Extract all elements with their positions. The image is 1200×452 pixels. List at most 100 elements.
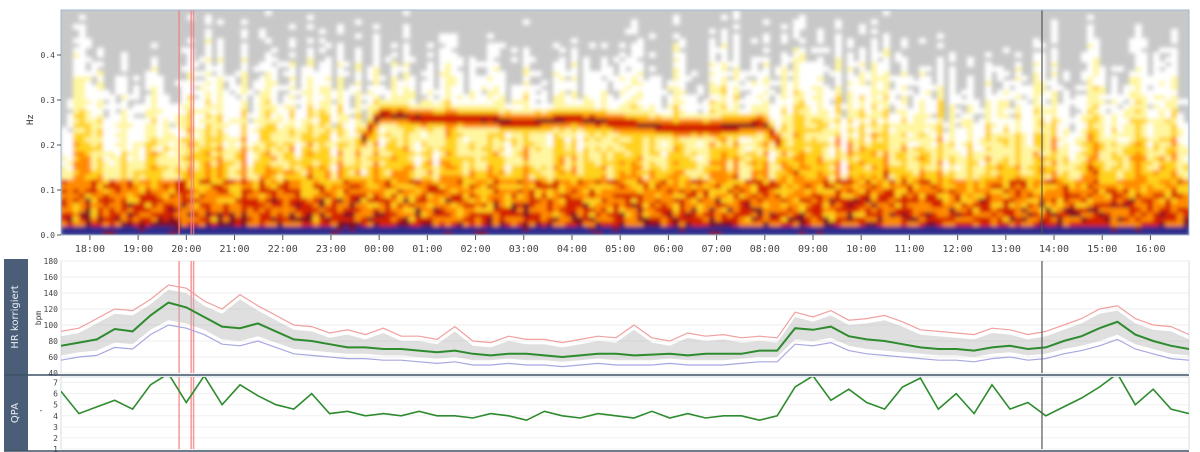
spectrogram-cell bbox=[739, 117, 746, 124]
spectrogram-cell bbox=[253, 85, 260, 91]
spectrogram-cell bbox=[199, 192, 206, 199]
spectrogram-cell bbox=[877, 141, 884, 147]
spectrogram-cell bbox=[253, 164, 260, 171]
spectrogram-cell bbox=[511, 89, 518, 96]
spectrogram-cell bbox=[547, 136, 554, 143]
spectrogram-cell bbox=[199, 188, 206, 194]
spectrogram-cell bbox=[295, 127, 302, 133]
spectrogram-cell bbox=[709, 99, 716, 105]
spectrogram-cell bbox=[205, 33, 212, 39]
spectrogram-cell bbox=[337, 220, 344, 227]
spectrogram-cell bbox=[85, 206, 92, 213]
spectrogram-cell bbox=[703, 216, 710, 222]
spectrogram-cell bbox=[427, 94, 434, 100]
spectrogram-cell bbox=[103, 225, 110, 232]
spectrogram-cell bbox=[637, 38, 644, 44]
spectrogram-cell bbox=[331, 141, 338, 147]
spectrogram-cell bbox=[505, 192, 512, 199]
spectrogram-cell bbox=[805, 220, 812, 227]
spectrogram-cell bbox=[331, 183, 338, 189]
spectrogram-cell bbox=[409, 174, 416, 180]
spectrogram-cell bbox=[211, 188, 218, 194]
spectrogram-cell bbox=[265, 108, 272, 114]
spectrogram-cell bbox=[697, 225, 704, 232]
spectrogram-cell bbox=[853, 89, 860, 96]
spectrogram-cell bbox=[121, 56, 128, 63]
spectrogram-cell bbox=[805, 131, 812, 138]
spectrogram-cell bbox=[337, 56, 344, 63]
spectrogram-cell bbox=[343, 225, 350, 232]
spectrogram-cell bbox=[199, 145, 206, 152]
spectrogram-cell bbox=[475, 103, 482, 110]
spectrogram-cell bbox=[487, 192, 494, 199]
spectrogram-cell bbox=[181, 103, 188, 110]
spectrogram-cell bbox=[541, 155, 548, 161]
spectrogram-cell bbox=[463, 169, 470, 175]
spectrogram-cell bbox=[595, 174, 602, 180]
spectrogram-cell bbox=[427, 52, 434, 58]
spectrogram-cell bbox=[637, 113, 644, 119]
spectrogram-cell bbox=[703, 99, 710, 105]
spectrogram-cell bbox=[847, 122, 854, 128]
spectrogram-cell bbox=[319, 206, 326, 213]
spectrogram-cell bbox=[733, 220, 740, 227]
spectrogram-cell bbox=[529, 174, 536, 180]
spectrogram-cell bbox=[343, 188, 350, 194]
spectrogram-cell bbox=[163, 150, 170, 157]
spectrogram-cell bbox=[889, 99, 896, 105]
spectrogram-cell bbox=[715, 178, 722, 185]
spectrogram-cell bbox=[739, 136, 746, 143]
spectrogram-cell bbox=[355, 202, 362, 208]
spectrogram-cell bbox=[619, 206, 626, 213]
spectrogram-cell bbox=[805, 150, 812, 157]
spectrogram-cell bbox=[439, 33, 446, 39]
spectrogram-cell bbox=[283, 174, 290, 180]
spectrogram-cell bbox=[127, 108, 134, 114]
spectrogram-cell bbox=[289, 164, 296, 171]
spectrogram-cell bbox=[811, 202, 818, 208]
spectrogram-cell bbox=[283, 178, 290, 185]
spectrogram-cell bbox=[793, 136, 800, 143]
spectrogram-cell bbox=[127, 141, 134, 147]
spectrogram-cell bbox=[247, 178, 254, 185]
spectrogram-cell bbox=[145, 113, 152, 119]
spectrogram-cell bbox=[763, 164, 770, 171]
spectrogram-cell bbox=[589, 70, 596, 77]
spectrogram-cell bbox=[187, 225, 194, 232]
spectrogram-cell bbox=[367, 99, 374, 105]
spectrogram-cell bbox=[805, 178, 812, 185]
spectrogram-cell bbox=[511, 117, 518, 124]
spectrogram-cell bbox=[187, 94, 194, 100]
spectrogram-cell bbox=[823, 131, 830, 138]
spectrogram-cell bbox=[235, 108, 242, 114]
spectrogram-cell bbox=[745, 113, 752, 119]
spectrogram-cell bbox=[649, 202, 656, 208]
spectrogram-cell bbox=[631, 94, 638, 100]
spectrogram-cell bbox=[427, 174, 434, 180]
spectrogram-cell bbox=[727, 117, 734, 124]
spectrogram-cell bbox=[655, 131, 662, 138]
spectrogram-cell bbox=[565, 174, 572, 180]
spectrogram-cell bbox=[883, 42, 890, 49]
spectrogram-cell bbox=[775, 197, 782, 203]
spectrogram-cell bbox=[679, 141, 686, 147]
spectrogram-cell bbox=[505, 127, 512, 133]
spectrogram-cell bbox=[397, 85, 404, 91]
spectrogram-cell bbox=[595, 160, 602, 166]
spectrogram-cell bbox=[199, 164, 206, 171]
spectrogram-cell bbox=[787, 56, 794, 63]
spectrogram-cell bbox=[595, 103, 602, 110]
spectrogram-cell bbox=[439, 103, 446, 110]
spectrogram-cell bbox=[403, 80, 410, 86]
spectrogram-cell bbox=[115, 225, 122, 232]
spectrogram-cell bbox=[349, 136, 356, 143]
spectrogram-cell bbox=[751, 197, 758, 203]
spectrogram-cell bbox=[169, 108, 176, 114]
spectrogram-cell bbox=[457, 220, 464, 227]
spectrogram-cell bbox=[511, 211, 518, 218]
spectrogram-cell bbox=[67, 164, 74, 171]
spectrogram-cell bbox=[613, 117, 620, 124]
spectrogram-cell bbox=[799, 202, 806, 208]
spectrogram-cell bbox=[259, 122, 266, 128]
spectrogram-cell bbox=[781, 197, 788, 203]
